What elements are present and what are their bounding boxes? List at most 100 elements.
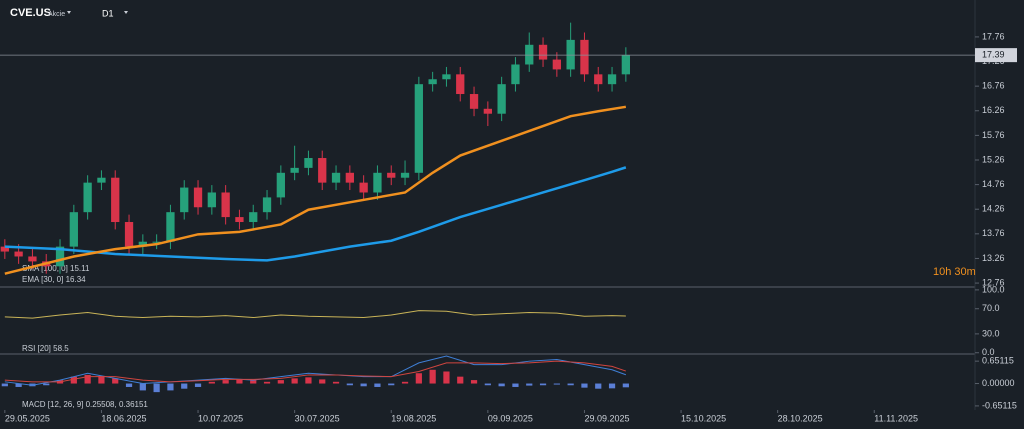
- macd-histogram-bar: [1, 383, 8, 387]
- macd-tick-label: 0.00000: [982, 378, 1015, 388]
- x-tick-label: 29.05.2025: [5, 413, 50, 423]
- indicator-line: [4, 105, 627, 275]
- macd-histogram-bar: [526, 383, 533, 386]
- candle-body: [497, 84, 506, 114]
- x-tick-label: 18.06.2025: [101, 413, 146, 423]
- candle-body: [221, 192, 230, 218]
- last-price-tag: [975, 48, 1017, 63]
- candle-body: [552, 59, 561, 70]
- candle-body: [262, 197, 272, 213]
- macd-histogram-bar: [277, 380, 284, 384]
- candle-body: [373, 172, 382, 193]
- macd-histogram-bar: [153, 383, 160, 393]
- macd-histogram-bar: [43, 383, 50, 386]
- x-tick-label: 09.09.2025: [488, 413, 533, 423]
- x-tick-label: 29.09.2025: [584, 413, 629, 423]
- macd-tick-label: 0.65115: [982, 356, 1014, 366]
- timeframe[interactable]: D1: [102, 8, 114, 18]
- instrument-type: Akcie: [48, 11, 65, 18]
- candle-body: [111, 177, 120, 223]
- macd-histogram-bar: [112, 378, 119, 384]
- macd-histogram-bar: [15, 383, 22, 387]
- candle-body: [138, 241, 147, 247]
- countdown: 10h 30m: [933, 266, 976, 278]
- candle-body: [456, 74, 465, 95]
- rsi-tick-label: 0.0: [982, 347, 995, 357]
- candle-body: [483, 108, 492, 114]
- macd-histogram-bar: [429, 369, 436, 384]
- candle-body: [28, 256, 37, 262]
- candle-body: [538, 44, 548, 60]
- rsi-tick-label: 30.0: [982, 328, 1000, 338]
- macd-histogram-bar: [250, 380, 257, 384]
- macd-histogram-bar: [374, 383, 381, 387]
- candle-body: [69, 212, 78, 247]
- price-tick-label: 13.26: [982, 253, 1005, 263]
- macd-histogram-bar: [581, 383, 588, 388]
- macd-tick-label: -0.65115: [982, 400, 1017, 410]
- candle-body: [152, 241, 161, 243]
- candle-body: [359, 182, 368, 193]
- x-tick-label: 15.10.2025: [681, 413, 726, 423]
- symbol[interactable]: CVE.US: [10, 7, 51, 19]
- candle-body: [235, 217, 244, 223]
- price-tick-label: 13.76: [982, 228, 1005, 238]
- macd-histogram-bar: [84, 374, 91, 384]
- macd-histogram-bar: [553, 383, 560, 385]
- price-tick-label: 14.76: [982, 179, 1005, 189]
- macd-histogram-bar: [305, 377, 312, 384]
- legend-macd: MACD [12, 26, 9] 0.25508, 0.36151: [22, 400, 148, 409]
- x-tick-label: 10.07.2025: [198, 413, 243, 423]
- macd-histogram-bar: [346, 383, 353, 386]
- macd-histogram-bar: [360, 383, 367, 387]
- x-tick-label: 28.10.2025: [778, 413, 823, 423]
- macd-histogram-bar: [208, 381, 215, 384]
- candle-body: [621, 55, 630, 75]
- candle-body: [83, 182, 92, 213]
- candle-body: [414, 84, 423, 173]
- candle-body: [0, 246, 9, 252]
- candle-body: [345, 172, 354, 183]
- candle-body: [469, 94, 479, 109]
- macd-histogram-bar: [291, 378, 298, 384]
- macd-histogram-bar: [401, 381, 409, 384]
- legend-sma: SMA [100, 0] 15.11: [22, 264, 90, 273]
- candle-body: [331, 172, 341, 183]
- macd-histogram-bar: [415, 373, 422, 384]
- candle-body: [442, 74, 451, 80]
- dropdown-icon[interactable]: [124, 11, 128, 14]
- last-price-label: 17.39: [982, 50, 1005, 60]
- candle-body: [166, 212, 175, 242]
- candle-body: [207, 192, 216, 208]
- candle-body: [97, 177, 106, 183]
- candle-body: [276, 172, 285, 198]
- macd-histogram-bar: [498, 383, 505, 387]
- candle-body: [428, 79, 437, 85]
- macd-histogram-bar: [457, 376, 464, 384]
- price-tick-label: 14.26: [982, 204, 1005, 214]
- macd-histogram-bar: [567, 383, 574, 386]
- dropdown-icon[interactable]: [67, 11, 71, 14]
- rsi-tick-label: 70.0: [982, 303, 1000, 313]
- candle-body: [594, 74, 603, 85]
- candle-body: [580, 39, 589, 75]
- price-tick-label: 16.76: [982, 81, 1005, 91]
- candle-body: [511, 64, 520, 85]
- price-tick-label: 16.26: [982, 105, 1005, 115]
- macd-histogram-bar: [98, 375, 105, 384]
- macd-histogram-bar: [608, 383, 616, 389]
- macd-histogram-bar: [139, 383, 146, 391]
- x-tick-label: 19.08.2025: [391, 413, 436, 423]
- candle-body: [180, 187, 189, 213]
- candle-body: [55, 246, 65, 267]
- candle-body: [14, 251, 23, 257]
- price-tick-label: 12.76: [982, 277, 1005, 287]
- rsi-line: [4, 310, 626, 319]
- price-tick-label: 15.76: [982, 130, 1005, 140]
- candle-body: [249, 212, 258, 223]
- macd-histogram-bar: [194, 383, 202, 387]
- macd-histogram-bar: [236, 379, 243, 384]
- macd-histogram-bar: [622, 383, 629, 388]
